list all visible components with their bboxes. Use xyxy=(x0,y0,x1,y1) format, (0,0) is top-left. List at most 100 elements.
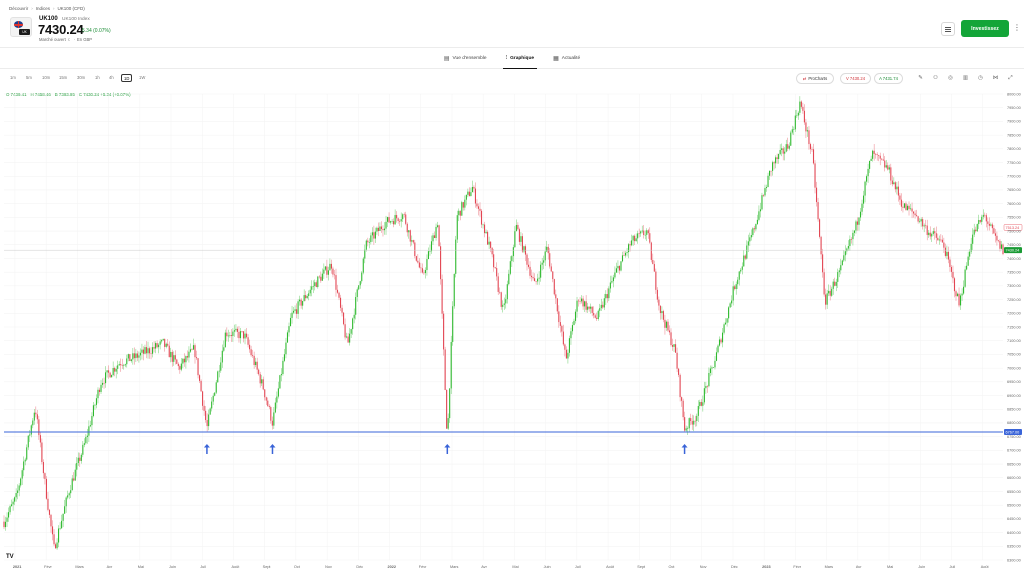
candle-body xyxy=(963,286,965,294)
candle-body xyxy=(112,368,114,376)
timeframe-5m[interactable]: 5m xyxy=(26,75,32,80)
price-axis[interactable]: 8000.00 7950.00 7900.00 7850.00 7800.00 7750.… xyxy=(1007,92,1021,562)
candle-body xyxy=(796,115,798,117)
fullscreen-icon[interactable]: ⤢ xyxy=(1008,75,1013,81)
tab-chart[interactable]: ⫶ Graphique xyxy=(502,48,538,69)
candle-body xyxy=(24,459,26,462)
price-tick-label: 7850.00 xyxy=(1007,133,1021,137)
timeframe-10m[interactable]: 10m xyxy=(42,75,51,80)
arrow-head xyxy=(269,443,276,448)
candle-body xyxy=(177,363,179,367)
candle-body xyxy=(218,370,220,372)
clock-icon[interactable]: ◷ xyxy=(978,75,983,81)
candle-body xyxy=(747,241,749,246)
bar-type-icon[interactable]: ▥ xyxy=(962,75,969,81)
candle-body xyxy=(317,276,319,288)
candle-body xyxy=(188,351,190,358)
tab-bar: ▤ Vue d'ensemble ⫶ Graphique ▦ Actualité xyxy=(0,48,1024,69)
sell-button[interactable]: V 7430.24 xyxy=(840,73,871,84)
candle-body xyxy=(523,246,525,252)
candle-body xyxy=(241,331,243,332)
tab-news[interactable]: ▦ Actualité xyxy=(550,48,583,69)
candle-body xyxy=(729,303,731,308)
candle-body xyxy=(464,199,466,208)
candle-body xyxy=(497,276,499,292)
candle-body xyxy=(862,195,865,204)
timeframe-1d[interactable]: 1D xyxy=(121,74,133,82)
breadcrumb-item[interactable]: Indices xyxy=(35,6,51,11)
candle-body xyxy=(953,278,956,292)
candle-body xyxy=(878,155,880,156)
candle-body xyxy=(562,331,564,345)
candle-body xyxy=(708,372,710,387)
candlestick-series xyxy=(3,96,1004,550)
price-tick-label: 7150.00 xyxy=(1007,325,1021,329)
tab-overview[interactable]: ▤ Vue d'ensemble xyxy=(441,48,490,69)
breadcrumb-item[interactable]: Découvrir xyxy=(9,6,29,11)
candle-body xyxy=(92,405,94,417)
price-tick-label: 6700.00 xyxy=(1007,449,1021,453)
procharts-button[interactable]: ⇄ ProCharts xyxy=(796,73,834,84)
candle-body xyxy=(108,370,110,373)
candle-body xyxy=(720,339,722,343)
time-axis[interactable]: 2021 Févr Mars Avr Mai Juin Juil Août Sept Oct Nov… xyxy=(13,565,990,569)
candle-body xyxy=(440,246,442,280)
candle-body xyxy=(411,240,413,242)
candle-body xyxy=(467,191,469,195)
candle-body xyxy=(374,231,376,239)
candle-body xyxy=(867,168,869,177)
time-tick-label: Avr xyxy=(107,565,113,569)
candle-body xyxy=(300,299,302,306)
candle-body xyxy=(23,461,25,471)
candle-body xyxy=(205,410,207,421)
candle-body xyxy=(750,235,752,238)
candle-body xyxy=(418,262,420,268)
buy-button[interactable]: A 7431.74 xyxy=(874,73,903,84)
price-chart[interactable]: 7430.24 7513.24 6767.00 8000.00 7950.00 7900… xyxy=(0,88,1024,573)
candle-body xyxy=(943,242,945,248)
timeframe-1m[interactable]: 1m xyxy=(10,75,16,80)
share-icon[interactable]: ⋈ xyxy=(992,75,999,81)
timeframe-30m[interactable]: 30m xyxy=(77,75,86,80)
candle-body xyxy=(629,244,631,246)
candle-body xyxy=(703,388,705,403)
candle-body xyxy=(283,354,285,361)
compare-icon[interactable]: ⚇ xyxy=(933,75,938,81)
candle-body xyxy=(535,281,537,282)
candle-body xyxy=(888,167,890,170)
candle-body xyxy=(767,175,769,188)
candle-body xyxy=(788,145,790,149)
indicator-icon[interactable]: ◎ xyxy=(948,75,953,81)
timeframe-1h[interactable]: 1h xyxy=(95,75,100,80)
candle-body xyxy=(42,462,44,474)
candle-body xyxy=(356,289,358,298)
invest-button[interactable]: Investissez xyxy=(961,20,1009,37)
candle-body xyxy=(35,412,37,415)
candle-body xyxy=(39,435,41,443)
candle-body xyxy=(282,360,284,375)
candle-body xyxy=(746,245,748,259)
candle-body xyxy=(996,235,998,241)
candle-body xyxy=(684,417,686,431)
time-tick-label: 2022 xyxy=(388,565,396,569)
candle-body xyxy=(499,291,501,293)
candle-body xyxy=(628,244,630,253)
candle-body xyxy=(214,392,216,396)
more-options-icon[interactable]: ⋮ xyxy=(1013,23,1021,32)
timeframe-1w[interactable]: 1W xyxy=(139,75,146,80)
watchlist-button[interactable] xyxy=(941,22,955,36)
candle-body xyxy=(406,223,408,233)
candle-body xyxy=(946,251,948,256)
pencil-icon[interactable]: ✎ xyxy=(918,75,923,81)
timeframe-15m[interactable]: 15m xyxy=(59,75,68,80)
candle-body xyxy=(679,374,681,398)
candle-body xyxy=(612,277,614,282)
candle-body xyxy=(386,217,389,222)
timeframe-4h[interactable]: 4h xyxy=(109,75,114,80)
candle-body xyxy=(537,278,539,282)
candle-body xyxy=(432,235,434,242)
ohlc-readout: O 7439.41 H 7458.46 B 7393.95 C 7430.24 … xyxy=(6,92,131,97)
candle-body xyxy=(450,341,452,389)
candle-body xyxy=(785,144,787,152)
candle-body xyxy=(285,342,287,355)
